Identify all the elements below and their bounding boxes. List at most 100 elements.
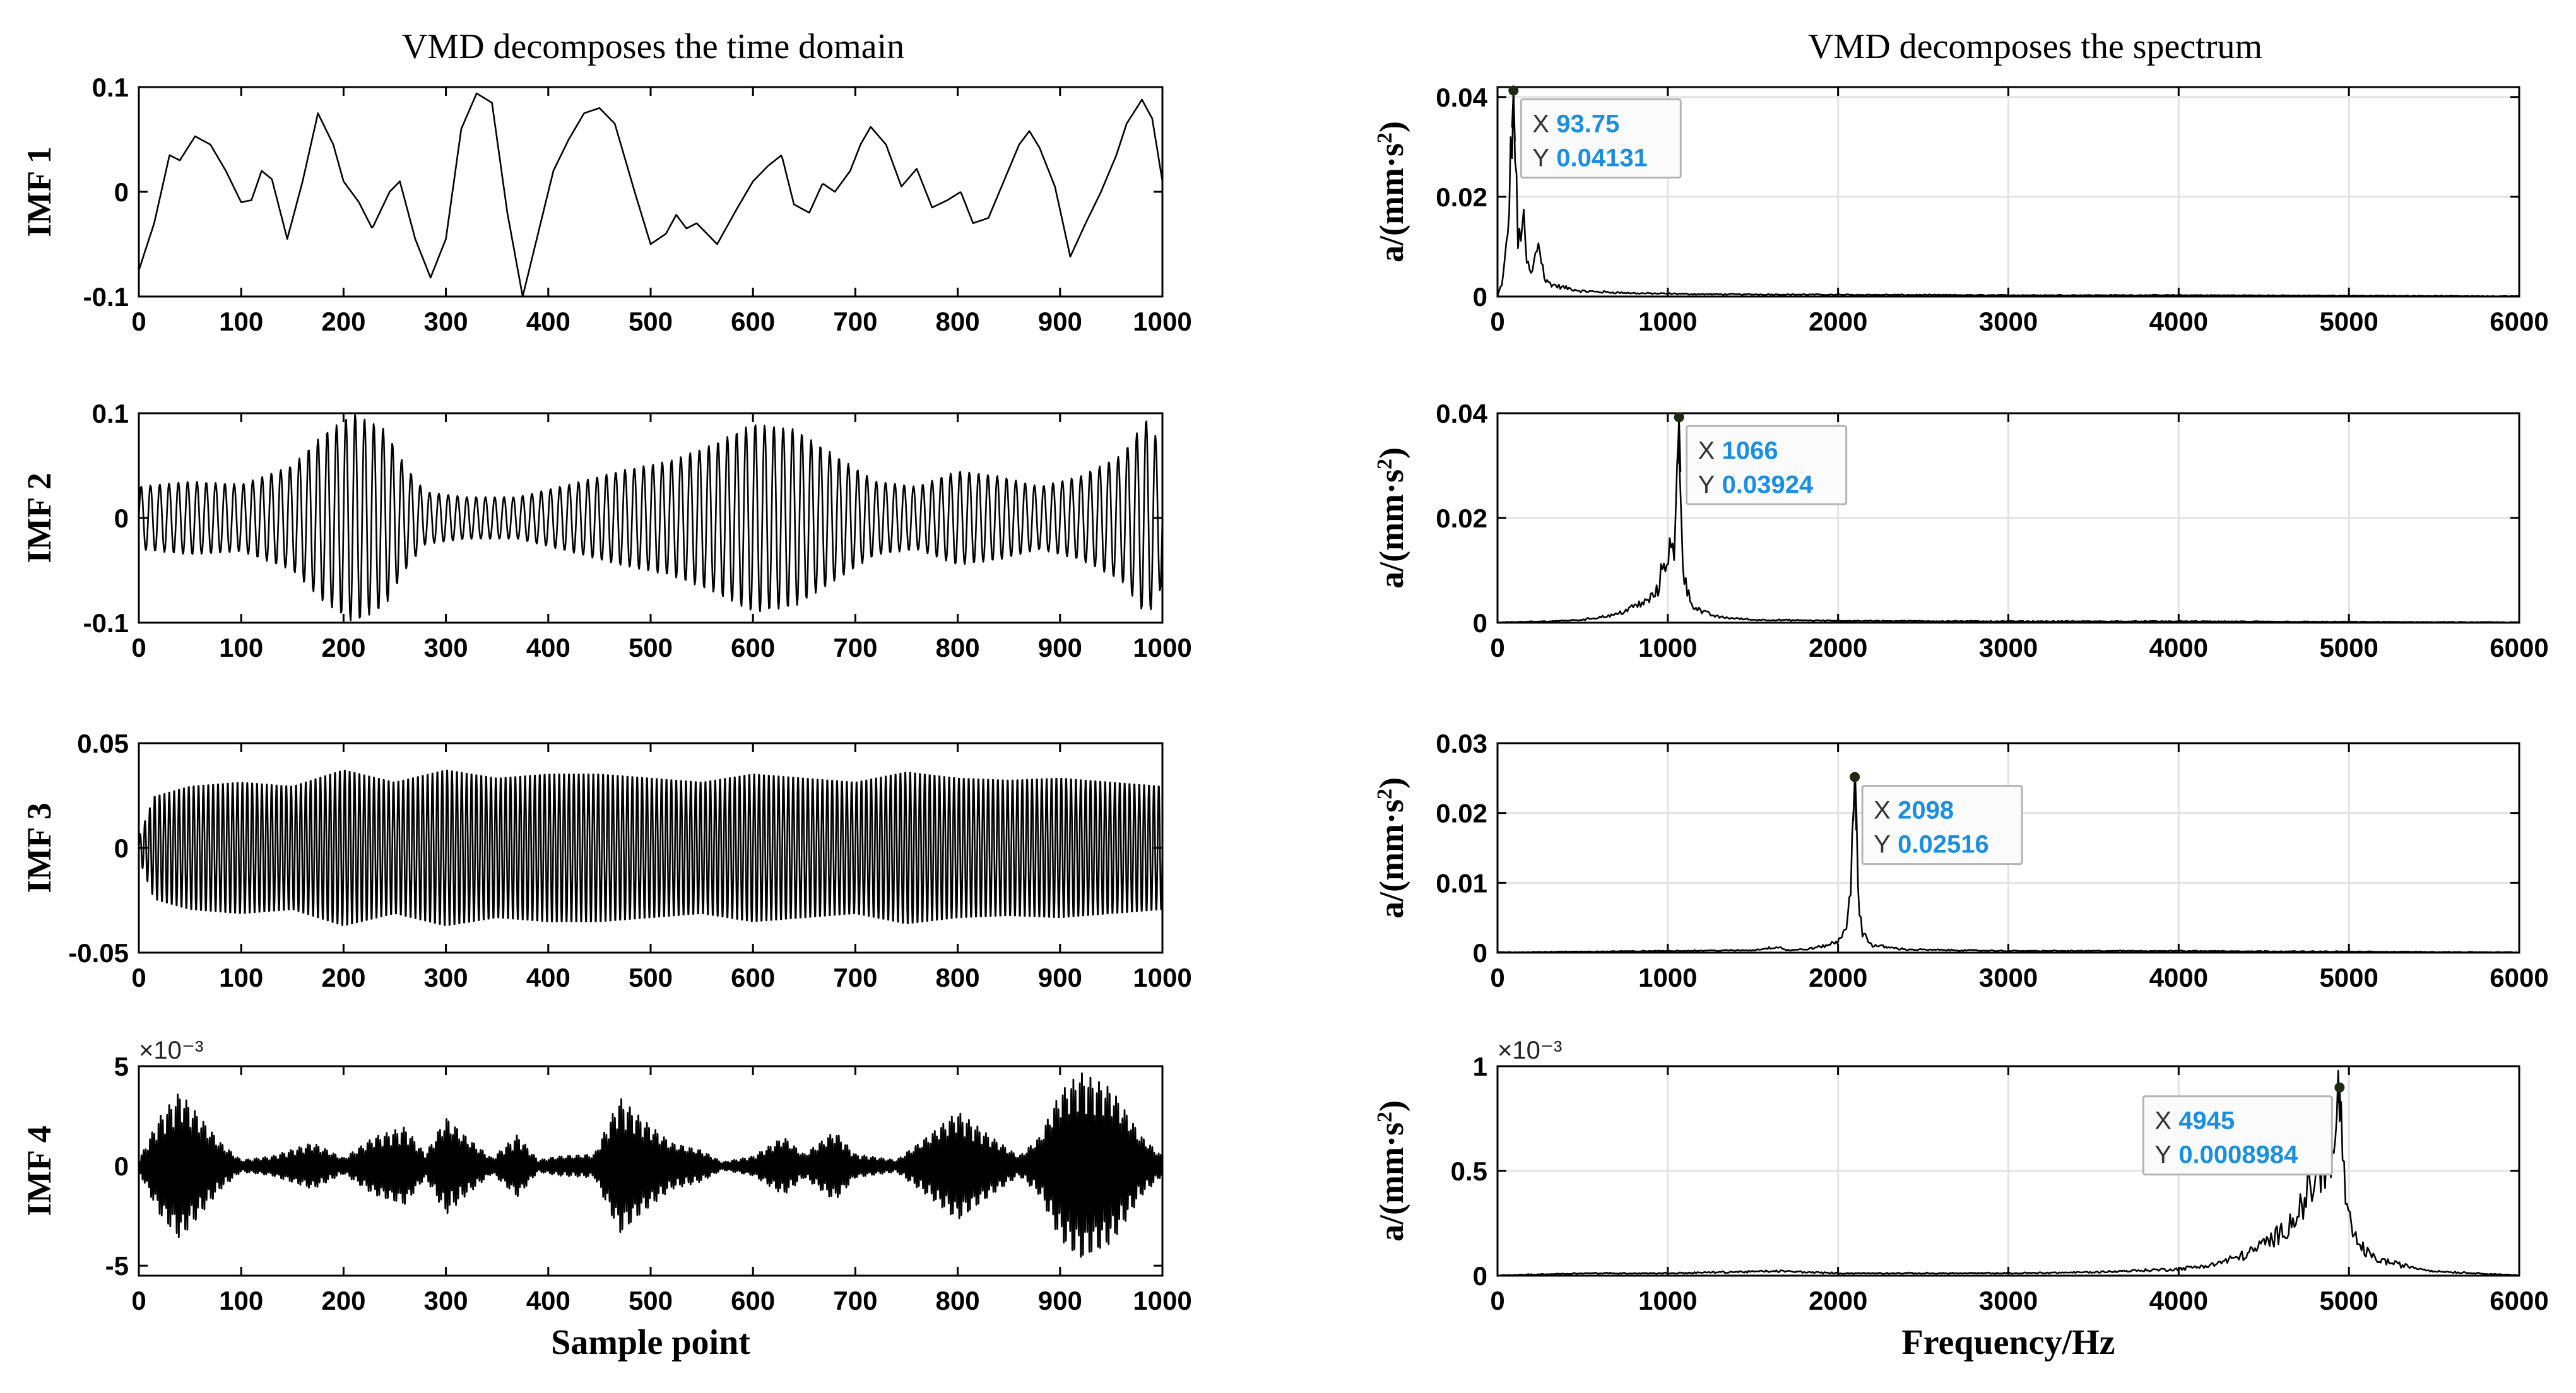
y-tick-label: 0.1	[92, 73, 129, 102]
x-tick-label: 6000	[2490, 633, 2548, 662]
x-tick-label: 500	[629, 1286, 673, 1315]
x-tick-label: 4000	[2149, 963, 2208, 992]
x-tick-label: 1000	[1638, 1286, 1697, 1315]
x-tick-label: 2000	[1809, 963, 1867, 992]
y-tick-label: 0.5	[1451, 1156, 1487, 1186]
x-axis-label: Sample point	[551, 1323, 750, 1362]
x-tick-label: 900	[1038, 307, 1082, 336]
x-tick-label: 1000	[1133, 633, 1191, 662]
x-tick-label: 200	[321, 1286, 365, 1315]
x-tick-label: 1000	[1133, 1286, 1191, 1315]
y-tick-label: 5	[114, 1052, 129, 1081]
x-tick-label: 3000	[1979, 633, 2038, 662]
chart-imf3-time: 0 100 200 300 400 500 600 700 800 900 1000-0.0500.…	[20, 729, 1192, 992]
y-tick-label: 0	[114, 833, 129, 863]
datatip-marker	[1850, 772, 1860, 782]
left-column-title: VMD decomposes the time domain	[402, 27, 904, 66]
y-tick-label: -0.1	[83, 282, 129, 312]
chart-imf4-spectrum: 0 1000 2000 3000 4000 5000 6000 0 0.5 1 ×10⁻³ a/(mm…	[1373, 1037, 2549, 1362]
datatip-y-label: Y	[1532, 144, 1549, 172]
series-line	[138, 1072, 1164, 1258]
x-tick-label: 1000	[1638, 307, 1697, 336]
datatip-y-value: 0.02516	[1898, 831, 1989, 859]
x-tick-label: 500	[629, 307, 673, 336]
x-tick-label: 900	[1038, 1286, 1082, 1315]
x-tick-label: 600	[731, 633, 775, 662]
x-tick-label: 0	[1490, 633, 1504, 662]
y-axis-label: IMF 3	[20, 802, 58, 893]
datatip-y-label: Y	[1698, 471, 1715, 498]
x-tick-label: 800	[936, 307, 980, 336]
x-tick-label: 500	[629, 963, 673, 992]
datatip-x-value: 2098	[1898, 797, 1954, 825]
datatip-y-value: 0.04131	[1556, 144, 1648, 172]
chart-imf1-spectrum: 0 1000 2000 3000 4000 5000 6000 0 0.02 0.04 a/(mm·…	[1373, 83, 2549, 336]
chart-imf3-spectrum: 0 1000 2000 3000 4000 5000 6000 0 0.01 0.02 0.03 a/…	[1373, 729, 2549, 992]
datatip-x-label: X	[1874, 797, 1891, 825]
y-axis-label: a/(mm·s2)	[1373, 121, 1410, 262]
y-axis-label: IMF 2	[20, 473, 58, 563]
x-tick-label: 500	[629, 633, 673, 662]
right-column-title: VMD decomposes the spectrum	[1808, 27, 2262, 66]
x-tick-label: 0	[1490, 1286, 1504, 1315]
series-line	[138, 413, 1164, 621]
x-tick-label: 5000	[2319, 1286, 2378, 1315]
x-tick-label: 5000	[2319, 963, 2378, 992]
x-tick-label: 5000	[2319, 633, 2378, 662]
y-tick-label: 0.03	[1436, 729, 1487, 758]
x-tick-label: 4000	[2149, 633, 2208, 662]
chart-imf2-spectrum: 0 1000 2000 3000 4000 5000 6000 0 0.02 0.04 a/(mm·…	[1373, 399, 2549, 662]
y-tick-label: 0.04	[1436, 83, 1487, 112]
datatip-x-value: 1066	[1722, 437, 1778, 464]
series-line	[138, 770, 1164, 926]
datatip-box	[1520, 98, 1682, 179]
datatip-box	[1861, 785, 2023, 866]
x-tick-label: 300	[424, 963, 468, 992]
x-tick-label: 600	[731, 963, 775, 992]
x-tick-label: 600	[731, 1286, 775, 1315]
y-tick-label: 0	[1473, 282, 1487, 312]
datatip-box	[2142, 1095, 2333, 1176]
x-tick-label: 3000	[1979, 307, 2038, 336]
x-tick-label: 700	[833, 1286, 877, 1315]
x-tick-label: 700	[833, 633, 877, 662]
x-tick-label: 4000	[2149, 1286, 2208, 1315]
x-tick-label: 600	[731, 307, 775, 336]
x-tick-label: 2000	[1809, 1286, 1867, 1315]
x-tick-label: 3000	[1979, 963, 2038, 992]
y-axis-label: a/(mm·s2)	[1373, 1100, 1410, 1242]
series-line	[138, 92, 1164, 298]
x-tick-label: 2000	[1809, 633, 1867, 662]
x-tick-label: 3000	[1979, 1286, 2038, 1315]
x-axis-label: Frequency/Hz	[1901, 1323, 2115, 1362]
x-tick-label: 700	[833, 307, 877, 336]
chart-imf1-time: 0 100 200 300 400 500 600 700 800 900 1000-0.100.1…	[20, 73, 1192, 336]
x-tick-label: 400	[526, 307, 570, 336]
y-tick-label: 0	[114, 1151, 129, 1181]
x-tick-label: 100	[219, 307, 263, 336]
x-tick-label: 800	[936, 963, 980, 992]
y-tick-label: 1	[1473, 1052, 1487, 1081]
y-tick-label: 0.1	[92, 399, 129, 428]
x-tick-label: 400	[526, 633, 570, 662]
y-axis-label: a/(mm·s2)	[1373, 447, 1410, 589]
x-tick-label: 6000	[2490, 1286, 2548, 1315]
datatip-y-value: 0.0008984	[2178, 1141, 2298, 1169]
datatip-marker	[1508, 85, 1519, 96]
x-tick-label: 200	[321, 963, 365, 992]
x-tick-label: 400	[526, 1286, 570, 1315]
x-tick-label: 6000	[2490, 963, 2548, 992]
y-axis-label: a/(mm·s2)	[1373, 777, 1410, 919]
y-axis-label: IMF 4	[20, 1126, 58, 1216]
y-tick-label: 0	[1473, 1261, 1487, 1291]
x-tick-label: 5000	[2319, 307, 2378, 336]
y-tick-label: 0	[1473, 938, 1487, 968]
datatip-y-label: Y	[2154, 1141, 2171, 1169]
y-tick-label: 0.02	[1436, 799, 1487, 828]
y-tick-label: 0	[1473, 608, 1487, 638]
y-tick-label: -5	[105, 1251, 129, 1281]
datatip-x-value: 93.75	[1556, 110, 1619, 138]
x-tick-label: 200	[321, 633, 365, 662]
x-tick-label: 1000	[1638, 963, 1697, 992]
y-tick-label: 0.01	[1436, 868, 1487, 898]
